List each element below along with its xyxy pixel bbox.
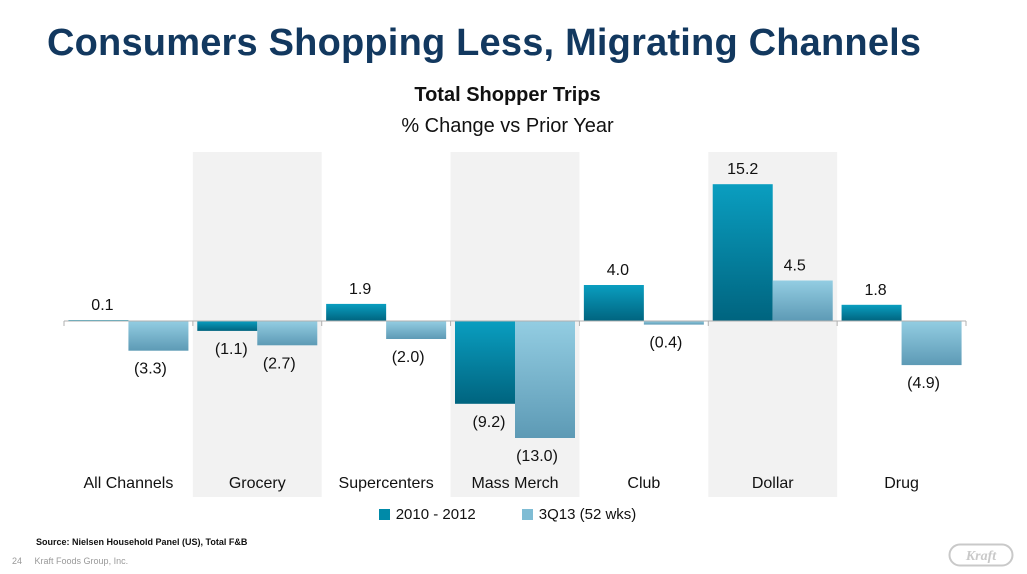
chart-subtitle: % Change vs Prior Year [401, 115, 614, 137]
category-label-club: Club [627, 475, 660, 492]
category-label-grocery: Grocery [229, 475, 286, 492]
kraft-logo-text: Kraft [965, 549, 997, 564]
bar-series1-mass-merch [455, 321, 515, 404]
legend-label-series-1: 2010 - 2012 [395, 506, 476, 523]
legend-swatch-series-2 [521, 509, 533, 520]
category-label-mass-merch: Mass Merch [471, 475, 558, 492]
chart-legend: 2010 - 2012 3Q13 (52 wks) [0, 506, 1015, 523]
bar-series2-dollar [772, 280, 833, 321]
data-label-series1-mass-merch: (9.2) [473, 414, 506, 431]
data-label-series1-grocery: (1.1) [215, 341, 248, 358]
bar-series2-mass-merch [515, 321, 575, 438]
data-label-series2-supercenters: (2.0) [392, 349, 425, 366]
data-label-series2-dollar: 4.5 [784, 258, 806, 275]
bar-series1-grocery [197, 321, 258, 331]
bar-series1-drug [841, 304, 902, 321]
category-label-dollar: Dollar [752, 475, 794, 492]
data-label-series2-mass-merch: (13.0) [516, 448, 558, 465]
category-label-supercenters: Supercenters [339, 475, 434, 492]
data-label-series1-all-channels: 0.1 [91, 297, 113, 314]
data-label-series2-all-channels: (3.3) [134, 361, 167, 378]
legend-swatch-series-1 [378, 509, 390, 520]
bar-series2-supercenters [386, 321, 447, 339]
bar-series1-supercenters [326, 303, 387, 321]
data-label-series1-supercenters: 1.9 [349, 281, 371, 298]
company-name: Kraft Foods Group, Inc. [34, 556, 129, 566]
source-note: Source: Nielsen Household Panel (US), To… [36, 537, 248, 547]
bar-series1-dollar [712, 184, 773, 321]
category-label-drug: Drug [884, 475, 919, 492]
bar-series2-grocery [257, 321, 318, 346]
legend-label-series-2: 3Q13 (52 wks) [538, 506, 637, 523]
data-label-series1-club: 4.0 [607, 262, 629, 279]
bar-series1-club [583, 285, 644, 321]
bar-series2-all-channels [128, 321, 189, 351]
data-label-series2-grocery: (2.7) [263, 355, 296, 372]
slide-title: Consumers Shopping Less, Migrating Chann… [47, 22, 922, 64]
data-label-series1-dollar: 15.2 [727, 161, 758, 178]
bar-series2-club [643, 321, 704, 325]
legend-item-series-2: 3Q13 (52 wks) [521, 506, 637, 523]
chart-title: Total Shopper Trips [414, 84, 601, 106]
footer: 24 Kraft Foods Group, Inc. [12, 556, 128, 566]
data-label-series2-club: (0.4) [649, 335, 682, 352]
data-label-series1-drug: 1.8 [864, 282, 886, 299]
kraft-logo: Kraft [948, 543, 1014, 567]
data-label-series2-drug: (4.9) [907, 375, 940, 392]
page-number: 24 [12, 556, 23, 566]
legend-item-series-1: 2010 - 2012 [378, 506, 476, 523]
category-label-all-channels: All Channels [84, 475, 174, 492]
bar-series2-drug [901, 321, 962, 366]
